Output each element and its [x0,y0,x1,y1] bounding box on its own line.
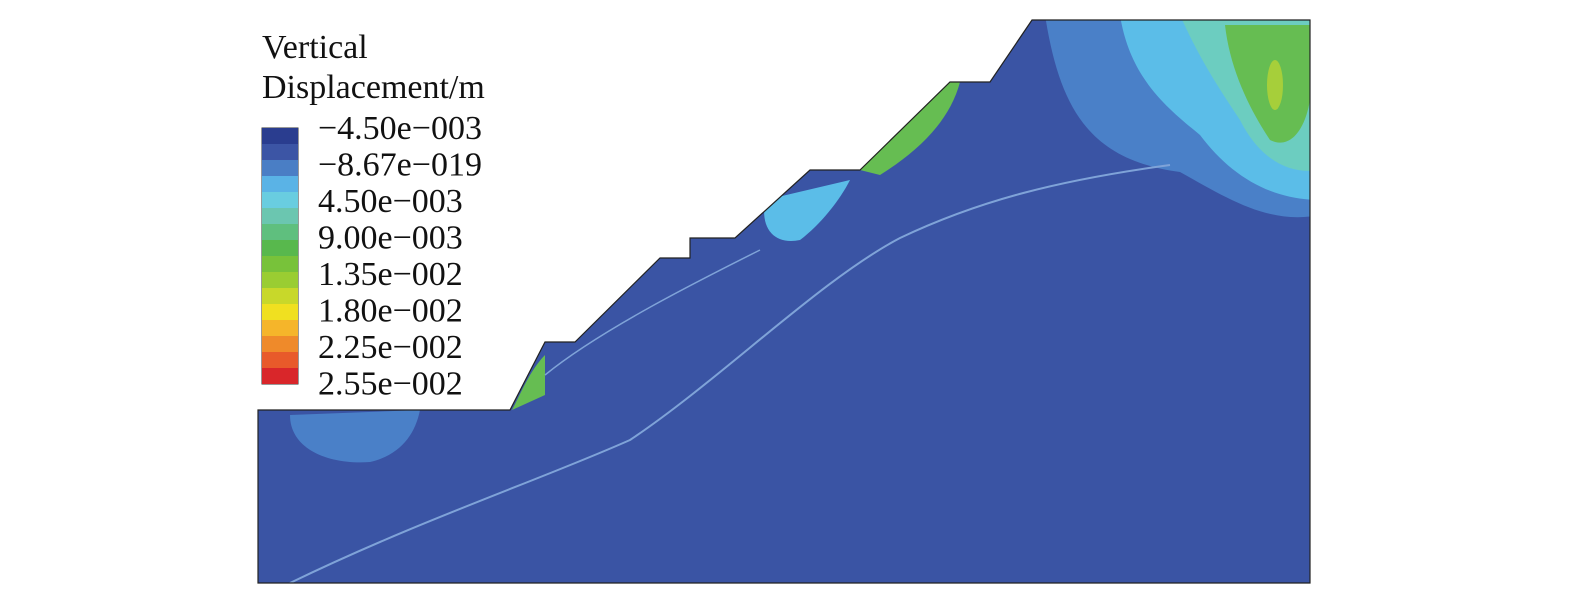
colorbar [262,128,298,384]
colorbar-band [262,160,298,176]
colorbar-band [262,240,298,256]
colorbar-band [262,208,298,224]
colorbar-band [262,320,298,336]
legend-label: 1.35e−002 [318,256,463,293]
legend-label: 9.00e−003 [318,219,463,256]
legend-label: 2.25e−002 [318,329,463,366]
colorbar-band [262,368,298,384]
legend-title: Displacement/m [262,69,485,106]
colorbar-band [262,272,298,288]
legend-label: 1.80e−002 [318,292,463,329]
legend-labels: −4.50e−003−8.67e−0194.50e−0039.00e−0031.… [318,110,482,403]
colorbar-band [262,192,298,208]
legend-label: −8.67e−019 [318,146,482,183]
legend-label: 4.50e−003 [318,183,463,220]
colorbar-band [262,176,298,192]
colorbar-band [262,288,298,304]
colorbar-band [262,336,298,352]
colorbar-band [262,224,298,240]
colorbar-band [262,144,298,160]
colorbar-band [262,256,298,272]
colorbar-band [262,128,298,144]
colorbar-band [262,352,298,368]
slope-outline [257,19,1311,584]
colorbar-band [262,304,298,320]
legend-label: −4.50e−003 [318,110,482,147]
legend-title: Vertical [262,29,368,66]
legend-label: 2.55e−002 [318,365,463,402]
